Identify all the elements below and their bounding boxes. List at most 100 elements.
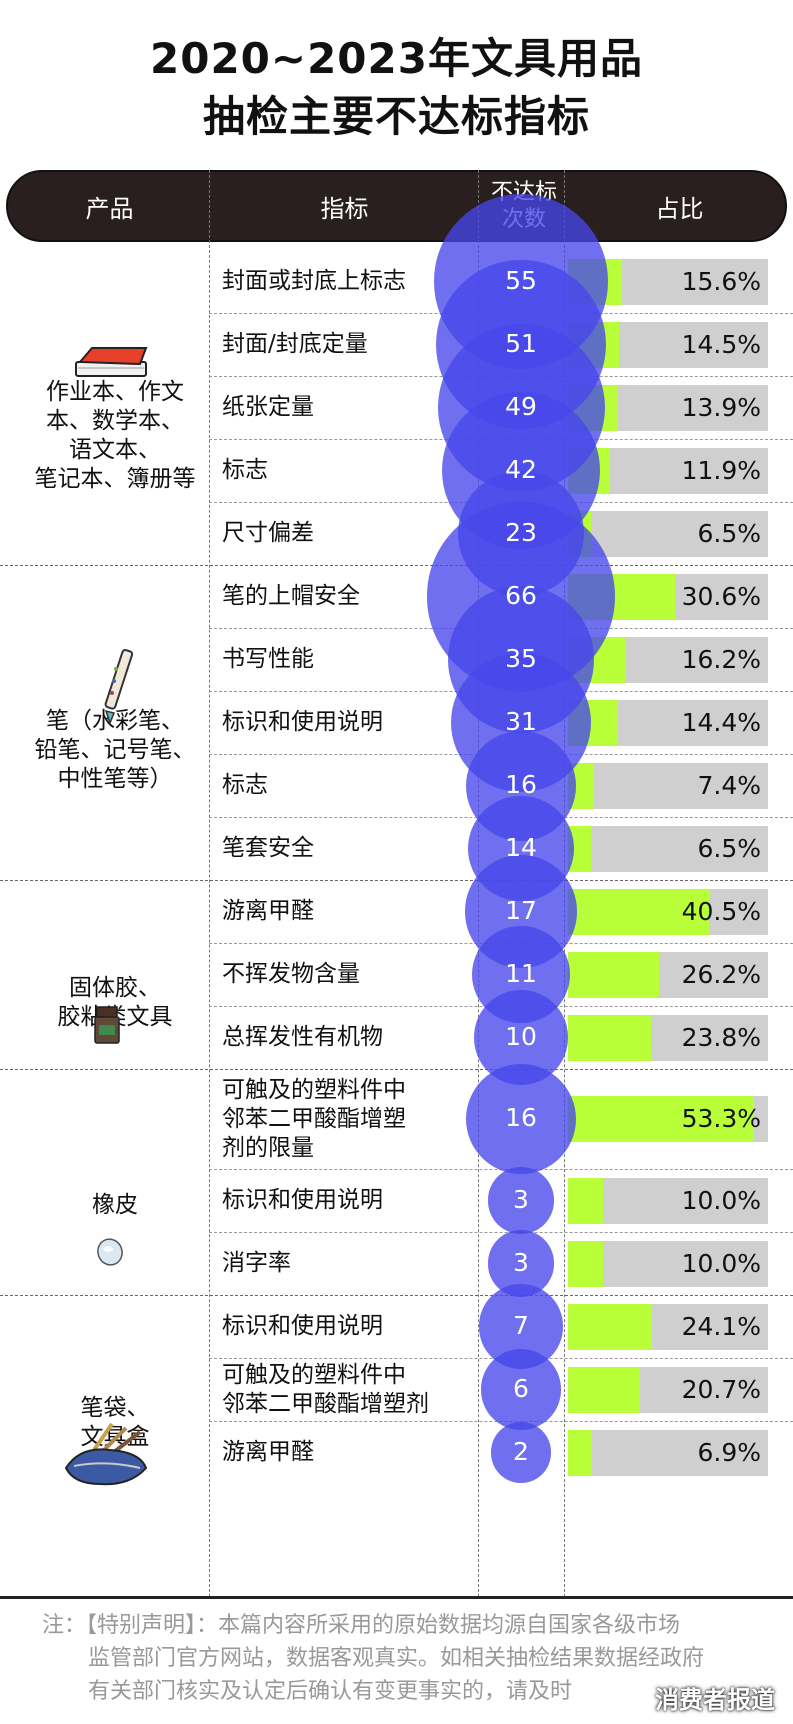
notebook-icon xyxy=(75,347,148,377)
header-ratio: 占比 xyxy=(655,194,704,223)
ratio-bar-bg xyxy=(568,825,768,872)
brand-watermark: 消费者报道 xyxy=(655,1686,775,1714)
ratio-label: 16.2% xyxy=(681,644,761,674)
indicator-line: 标志 xyxy=(222,457,268,483)
ratio-bar xyxy=(568,1366,641,1413)
ratio-label: 14.5% xyxy=(681,329,761,359)
count-label: 3 xyxy=(513,1247,529,1277)
product-line: 本、数学本、 xyxy=(46,407,184,434)
indicator-label: 消字率 xyxy=(222,1232,472,1295)
ratio-bar xyxy=(568,1429,593,1476)
group-divider xyxy=(0,565,793,566)
note-line-2: 监管部门官方网站，数据客观真实。如相关抽检结果数据经政府 xyxy=(88,1646,705,1671)
count-label: 35 xyxy=(505,643,537,673)
row-divider xyxy=(209,1232,793,1233)
indicator-label: 不挥发物含量 xyxy=(222,943,472,1006)
ratio-label: 23.8% xyxy=(681,1022,761,1052)
ratio-label: 6.5% xyxy=(697,833,761,863)
indicator-line: 总挥发性有机物 xyxy=(222,1024,383,1050)
count-label: 16 xyxy=(505,1103,537,1132)
count-label: 2 xyxy=(513,1436,529,1466)
indicator-line: 封面/封底定量 xyxy=(222,331,368,357)
indicator-label: 标识和使用说明 xyxy=(222,1169,472,1232)
ratio-bar-bg xyxy=(568,1429,768,1476)
indicator-line: 游离甲醛 xyxy=(222,1439,314,1465)
table-header: 产品 指标 不达标 次数 占比 xyxy=(6,170,787,242)
indicator-text: 尺寸偏差 xyxy=(222,519,314,548)
count-label: 31 xyxy=(505,706,537,736)
ratio-label: 24.1% xyxy=(681,1311,761,1341)
pencil-case-icon xyxy=(64,1422,148,1486)
ratio-label: 7.4% xyxy=(697,770,761,800)
group-divider xyxy=(0,1069,793,1070)
indicator-line: 游离甲醛 xyxy=(222,898,314,924)
indicator-line: 标识和使用说明 xyxy=(222,1187,383,1213)
indicator-label: 纸张定量 xyxy=(222,376,472,439)
title-line-2: 抽检主要不达标指标 xyxy=(202,92,590,141)
indicator-label: 笔的上帽安全 xyxy=(222,565,472,628)
count-bubble xyxy=(487,1167,555,1234)
indicator-text: 标识和使用说明 xyxy=(222,1312,383,1341)
ratio-label: 14.4% xyxy=(681,707,761,737)
ratio-label: 11.9% xyxy=(681,455,761,485)
ratio-label: 30.6% xyxy=(681,581,761,611)
indicator-text: 消字率 xyxy=(222,1249,291,1278)
indicator-line: 不挥发物含量 xyxy=(222,961,360,987)
count-bubble xyxy=(490,1422,552,1483)
count-label: 66 xyxy=(505,580,537,610)
product-label: 作业本、作文 本、数学本、 语文本、 笔记本、簿册等 xyxy=(20,378,210,494)
product-line: 中性笔等） xyxy=(57,766,173,792)
count-label: 14 xyxy=(505,832,537,862)
count-label: 6 xyxy=(513,1373,529,1403)
column-divider xyxy=(209,170,210,1597)
ratio-bar xyxy=(568,1177,603,1224)
header-indicator: 指标 xyxy=(320,194,369,223)
indicator-line: 笔套安全 xyxy=(222,835,314,861)
count-bubble xyxy=(480,1349,562,1430)
indicator-label: 标识和使用说明 xyxy=(222,691,472,754)
ratio-label: 20.7% xyxy=(681,1374,761,1404)
ratio-bar xyxy=(568,951,660,998)
product-label: 笔袋、文具盒 xyxy=(20,1394,210,1452)
ratio-bar xyxy=(568,1014,652,1061)
indicator-text: 纸张定量 xyxy=(222,393,314,422)
count-label: 23 xyxy=(505,517,537,547)
indicator-line: 书写性能 xyxy=(222,646,314,672)
ratio-bar xyxy=(568,1240,603,1287)
indicator-line: 邻苯二甲酸酯增塑 xyxy=(222,1105,406,1132)
indicator-line: 封面或封底上标志 xyxy=(222,268,406,294)
indicator-line: 笔的上帽安全 xyxy=(222,583,360,609)
ratio-label: 15.6% xyxy=(681,266,761,296)
ratio-bar xyxy=(568,888,710,935)
eraser-icon xyxy=(97,1238,123,1266)
note-line-3: 有关部门核实及认定后确认有变更事实的，请及时 xyxy=(88,1679,573,1704)
indicator-text: 标志 xyxy=(222,771,268,800)
count-label: 3 xyxy=(513,1184,529,1214)
title-line-1: 2020~2023年文具用品 xyxy=(150,34,643,83)
ratio-bar xyxy=(568,1096,754,1142)
header-product: 产品 xyxy=(85,194,134,223)
table-bottom-rule xyxy=(0,1596,793,1599)
ratio-label: 10.0% xyxy=(681,1185,761,1215)
count-label: 42 xyxy=(505,454,537,484)
ratio-label: 6.9% xyxy=(697,1437,761,1467)
indicator-text: 可触及的塑料件中 邻苯二甲酸酯增塑 剂的限量 xyxy=(222,1076,406,1163)
indicator-line: 剂的限量 xyxy=(222,1134,314,1161)
indicator-line: 标识和使用说明 xyxy=(222,1313,383,1339)
indicator-label: 可触及的塑料件中 邻苯二甲酸酯增塑 剂的限量 xyxy=(222,1069,472,1169)
indicator-label: 可触及的塑料件中 邻苯二甲酸酯增塑剂 xyxy=(222,1358,472,1421)
count-label: 51 xyxy=(505,328,537,358)
count-bubble xyxy=(466,1064,576,1174)
indicator-line: 可触及的塑料件中 xyxy=(222,1076,406,1103)
product-line: 语文本、 xyxy=(69,436,161,463)
indicator-text: 不挥发物含量 xyxy=(222,960,360,989)
ratio-label: 53.3% xyxy=(681,1104,761,1133)
product-label: 橡皮 xyxy=(20,1191,210,1220)
indicator-text: 标识和使用说明 xyxy=(222,1186,383,1215)
glue-stick-icon xyxy=(94,1006,120,1044)
count-label: 16 xyxy=(505,769,537,799)
count-label: 7 xyxy=(513,1310,529,1340)
indicator-line: 尺寸偏差 xyxy=(222,520,314,546)
product-line: 笔（水彩笔、 xyxy=(46,708,184,734)
indicator-text: 笔套安全 xyxy=(222,834,314,863)
